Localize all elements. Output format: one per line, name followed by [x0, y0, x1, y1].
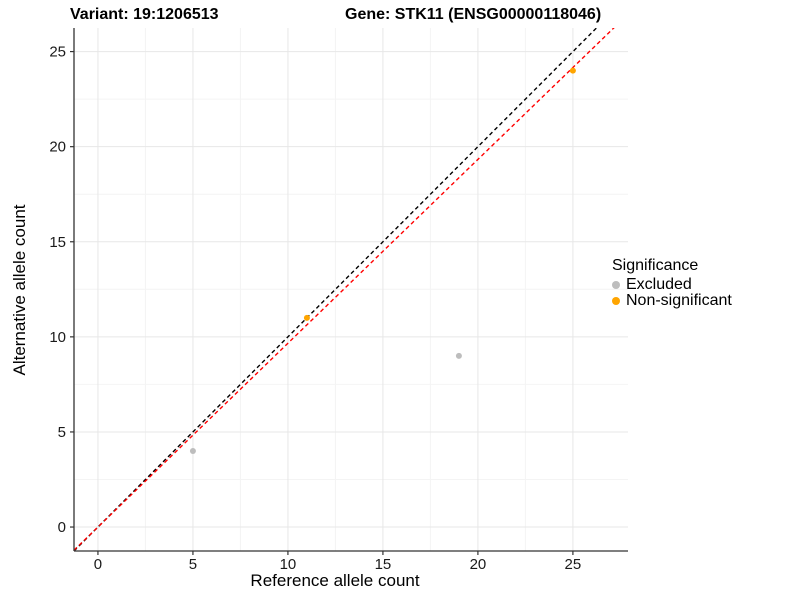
y-tick-label: 0	[58, 519, 66, 536]
gene-title: Gene: STK11 (ENSG00000118046)	[345, 6, 602, 23]
x-axis-title: Reference allele count	[250, 571, 420, 590]
legend-entry-non-significant: Non-significant	[612, 292, 732, 309]
x-tick-label: 10	[280, 556, 297, 573]
y-tick-label: 5	[58, 424, 66, 441]
y-tick-label: 15	[49, 234, 66, 251]
data-point-excluded	[455, 352, 462, 359]
data-point-non-significant	[569, 67, 576, 74]
y-tick-label: 10	[49, 329, 66, 346]
legend-dot-excluded	[612, 281, 620, 289]
x-tick-label: 20	[470, 556, 487, 573]
data-point-excluded	[189, 447, 196, 454]
y-tick-label: 20	[49, 139, 66, 156]
legend-entry-label: Non-significant	[626, 292, 732, 309]
identity-line	[74, 28, 598, 551]
data-point-non-significant	[303, 314, 310, 321]
fit-line	[74, 28, 615, 551]
x-tick-label: 5	[189, 556, 197, 573]
legend-entry-label: Excluded	[626, 276, 692, 293]
legend: Significance Excluded Non-significant	[612, 257, 732, 309]
variant-title: Variant: 19:1206513	[70, 6, 219, 23]
legend-entry-excluded: Excluded	[612, 276, 732, 293]
x-tick-label: 0	[94, 556, 102, 573]
legend-dot-non-significant	[612, 297, 620, 305]
x-tick-label: 15	[375, 556, 392, 573]
y-tick-label: 25	[49, 44, 66, 61]
x-tick-label: 25	[565, 556, 582, 573]
legend-title: Significance	[612, 257, 699, 274]
y-axis-title: Alternative allele count	[10, 204, 29, 376]
